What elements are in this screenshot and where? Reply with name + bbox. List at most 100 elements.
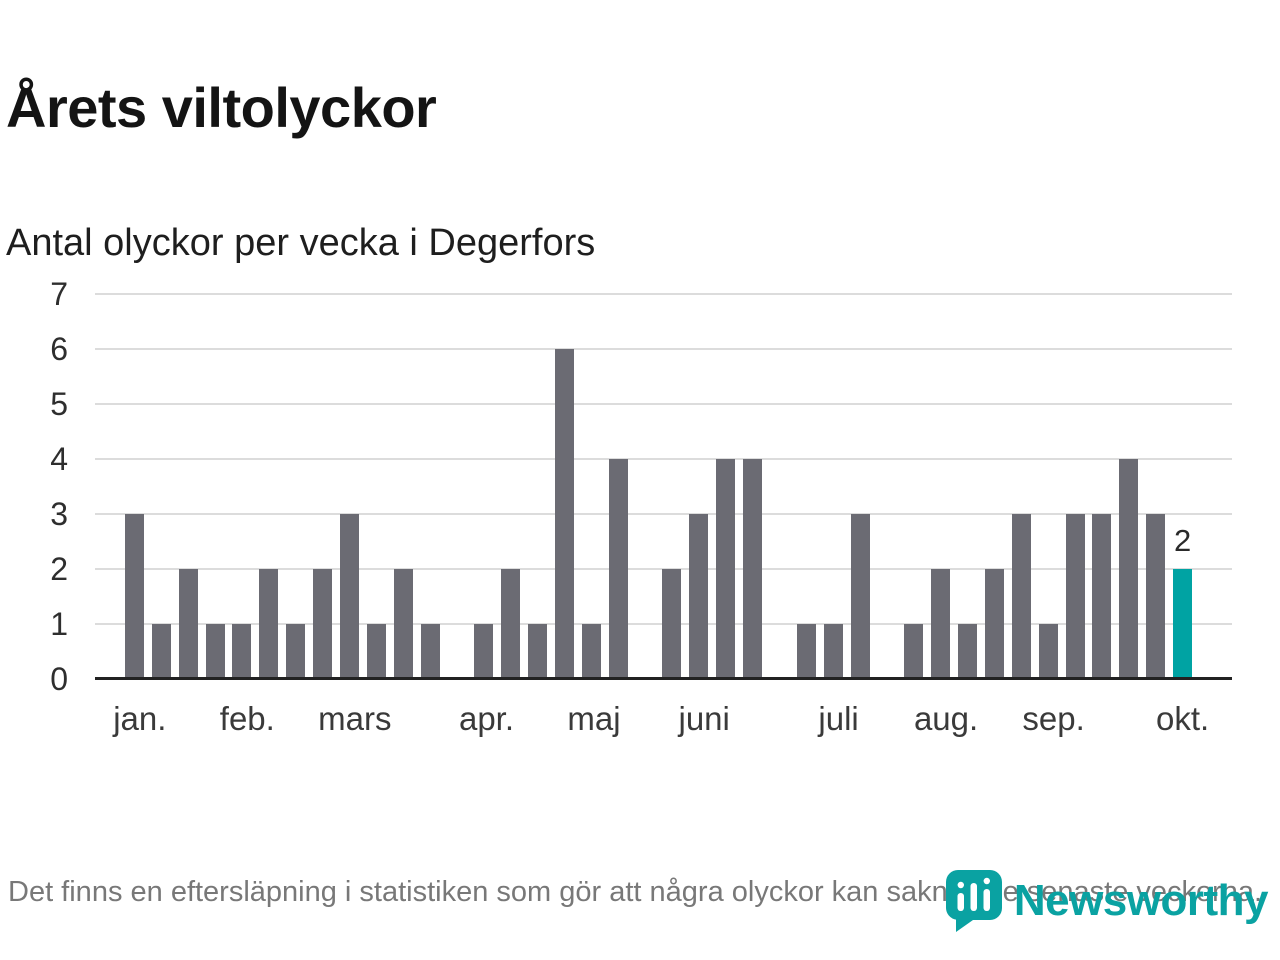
gridline [95,348,1232,350]
bar [232,624,252,679]
x-tick-label: apr. [458,700,515,737]
x-axis-inner: jan. feb. mars apr. maj juni juli aug. sep. okt. [113,694,1209,748]
y-tick-label: 3 [50,496,68,532]
bar [286,624,306,679]
bar-slot [470,294,497,679]
bar-slot [1008,294,1035,679]
x-axis: jan. feb. mars apr. maj juni juli aug. sep. okt. [95,694,1232,748]
bar [259,569,279,679]
plot-area: 2 [95,293,1232,680]
bar-slot [1142,294,1169,679]
bar-slot [363,294,390,679]
x-tick-label: jan. [113,700,167,737]
bar [662,569,682,679]
bar [528,624,548,679]
gridline [95,458,1232,460]
bar-chart: 0 1 2 3 4 5 6 7 2 jan. feb. mars apr. maj juni juli au… [0,276,1280,762]
bar [501,569,521,679]
bar [366,624,386,679]
bar-value-label: 2 [1173,523,1192,558]
bar-slot [739,294,766,679]
newsworthy-logo: Newsworthy [945,870,1269,932]
chart-subtitle: Antal olyckor per vecka i Degerfors [6,221,596,264]
bar [1011,514,1031,679]
bar [1146,514,1166,679]
bar [984,569,1004,679]
bar-slot [336,294,363,679]
bar-slot [390,294,417,679]
bar [1065,514,1085,679]
bar [1119,459,1139,679]
bar-slot [1035,294,1062,679]
footnote-text: Det finns en eftersläpning i statistiken… [8,875,1263,908]
bar [151,624,171,679]
y-tick-label: 6 [50,331,68,367]
y-tick-label: 4 [50,441,68,477]
x-tick-label: feb. [219,700,275,737]
bar [796,624,816,679]
bar-slot [766,294,793,679]
bar [608,459,628,679]
bars: 2 [95,294,1232,679]
bar-slot [605,294,632,679]
bar [313,569,333,679]
bar [178,569,198,679]
gridline [95,403,1232,405]
bar [581,624,601,679]
bar [420,624,440,679]
bar [205,624,225,679]
bar [1092,514,1112,679]
bar [393,569,413,679]
bar [958,624,978,679]
bar-slot [954,294,981,679]
bar-slot [981,294,1008,679]
gridline [95,513,1232,515]
bar-slot [148,294,175,679]
bar-slot [175,294,202,679]
bar-slot [1115,294,1142,679]
x-tick-label: okt. [1155,700,1210,737]
bar-slot [202,294,229,679]
x-axis-line [95,677,1232,680]
bar-slot [820,294,847,679]
page-title: Årets viltolyckor [6,75,437,139]
y-tick-label: 5 [50,386,68,422]
bar-highlighted [1173,569,1193,679]
bar-slot [685,294,712,679]
x-tick-label: aug. [913,700,979,737]
bar [823,624,843,679]
y-tick-label: 7 [50,276,68,312]
bar [743,459,763,679]
bar-slot [524,294,551,679]
bar-slot [497,294,524,679]
bar-slot [793,294,820,679]
gridline [95,293,1232,295]
bar-slot [282,294,309,679]
x-tick-label: mars [318,700,392,737]
bar-slot [121,294,148,679]
newsworthy-logo-text: Newsworthy [1013,876,1269,925]
y-tick-label: 1 [50,606,68,642]
bar-slot [255,294,282,679]
bar-slot [444,294,471,679]
bar [716,459,736,679]
bar-slot [229,294,256,679]
newsworthy-icon [945,870,1002,932]
bar [904,624,924,679]
bar [850,514,870,679]
bar-slot [1089,294,1116,679]
bar [554,349,574,679]
y-tick-label: 2 [50,551,68,587]
bar-slot [1062,294,1089,679]
y-axis: 0 1 2 3 4 5 6 7 [0,276,80,697]
bar [474,624,494,679]
bar-slot [900,294,927,679]
bar [339,514,359,679]
bar-slot [927,294,954,679]
y-tick-label: 0 [50,661,68,697]
bar-slot [847,294,874,679]
bar-slot [417,294,444,679]
bar-slot [874,294,901,679]
bar-slot [712,294,739,679]
